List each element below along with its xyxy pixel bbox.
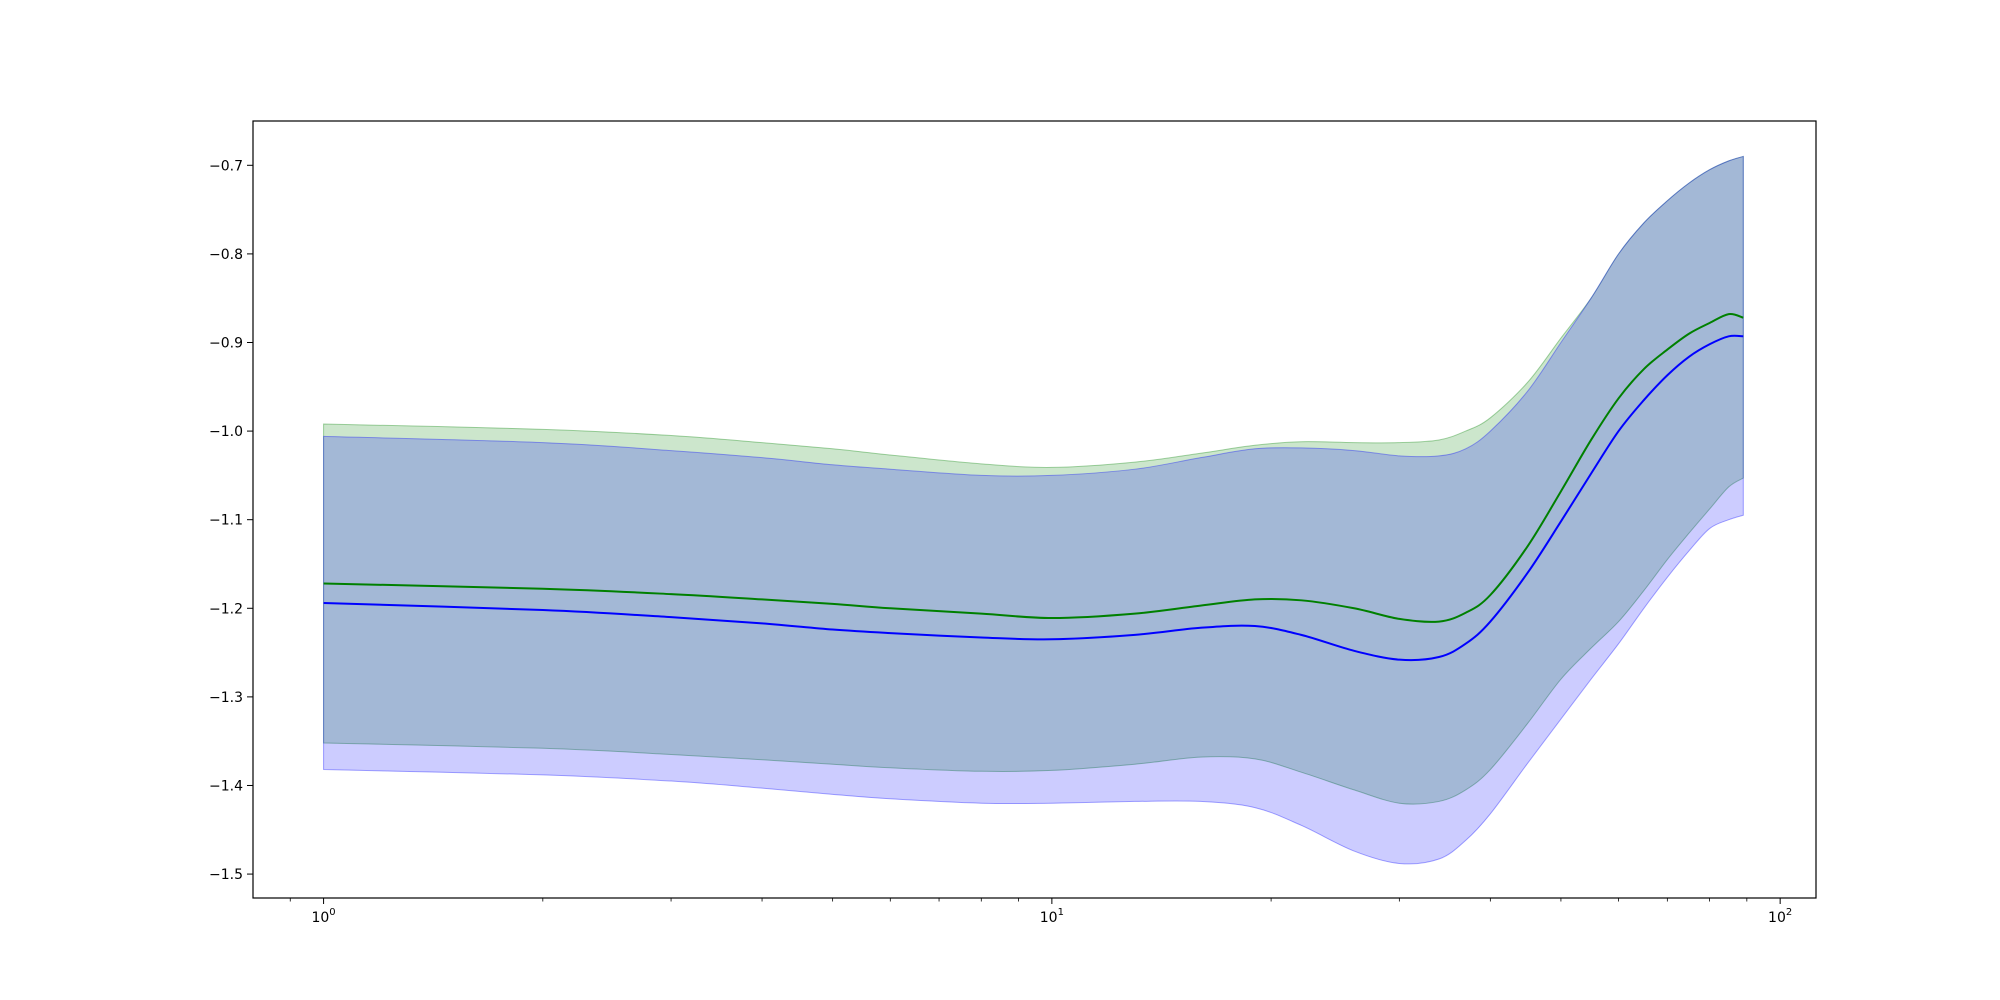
y-tick-label: −1.2 bbox=[209, 601, 243, 617]
y-tick-label: −0.8 bbox=[209, 247, 243, 263]
y-tick-label: −0.9 bbox=[209, 335, 243, 351]
series-1-band bbox=[323, 155, 1744, 805]
x-tick-label: 102 bbox=[1768, 907, 1792, 926]
y-tick-label: −1.0 bbox=[209, 424, 243, 440]
series-1-line bbox=[323, 313, 1744, 623]
confidence-bands bbox=[323, 155, 1744, 865]
x-axis: 100 101 102 bbox=[289, 898, 1792, 926]
y-tick-label: −1.3 bbox=[209, 690, 243, 706]
series-2-line bbox=[323, 334, 1744, 662]
x-tick-label: 100 bbox=[311, 907, 335, 926]
y-tick-label: −1.1 bbox=[209, 513, 243, 529]
y-tick-label: −1.5 bbox=[209, 867, 243, 883]
y-tick-label: −0.7 bbox=[209, 158, 243, 174]
x-tick-label: 101 bbox=[1040, 907, 1064, 926]
series-lines bbox=[323, 313, 1744, 662]
series-2-band bbox=[323, 155, 1744, 865]
y-tick-label: −1.4 bbox=[209, 778, 243, 794]
y-axis: −0.7 −0.8 −0.9 −1.0 −1.1 −1.2 −1.3 −1.4 −1.5 bbox=[209, 158, 253, 883]
plot-area-frame bbox=[252, 120, 1817, 899]
